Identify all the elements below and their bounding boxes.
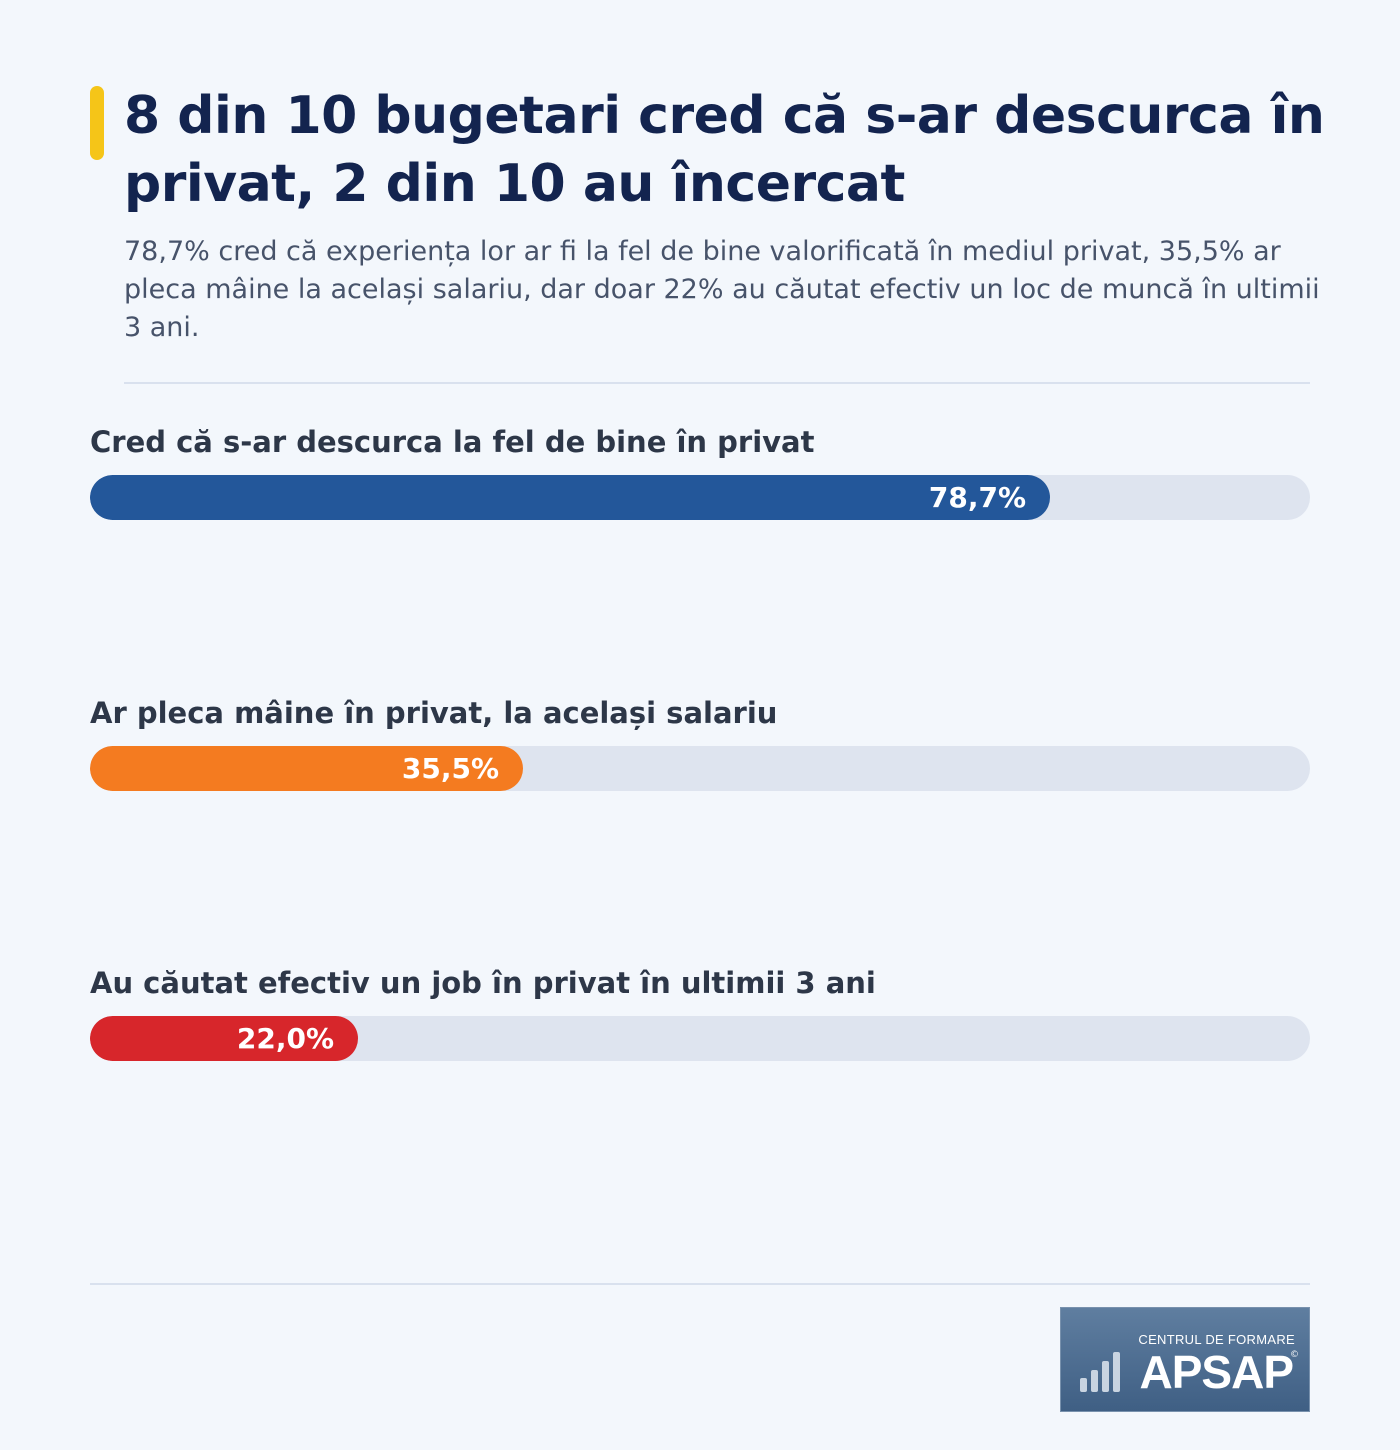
- chart-title: 8 din 10 bugetari cred că s-ar descurca …: [124, 86, 1325, 214]
- bar-value-1: 78,7%: [928, 481, 1026, 514]
- bar-chart-logo-icon: [1080, 1352, 1120, 1392]
- bar-value-2: 35,5%: [401, 752, 499, 785]
- logo-copyright: ©: [1290, 1350, 1299, 1360]
- bar-label-1: Cred că s-ar descurca la fel de bine în …: [90, 425, 815, 459]
- bar-track-3: 22,0%: [90, 1016, 1310, 1061]
- bar-fill-1: [90, 475, 1050, 520]
- bar-track-1: 78,7%: [90, 475, 1310, 520]
- bar-fill-2: [90, 746, 523, 791]
- bar-label-3: Au căutat efectiv un job în privat în ul…: [90, 966, 876, 1000]
- chart-subtitle: 78,7% cred că experiența lor ar fi la fe…: [124, 236, 1320, 343]
- bottom-divider: [90, 1283, 1310, 1285]
- logo-main-text: APSAP: [1139, 1346, 1294, 1398]
- bar-label-2: Ar pleca mâine în privat, la același sal…: [90, 696, 778, 730]
- bar-value-3: 22,0%: [236, 1022, 334, 1055]
- bar-fill-3: [90, 1016, 358, 1061]
- bar-track-2: 35,5%: [90, 746, 1310, 791]
- title-accent-bar: [90, 86, 104, 160]
- top-divider: [124, 382, 1310, 384]
- apsap-logo: CENTRUL DE FORMARE APSAP ©: [1060, 1307, 1310, 1412]
- logo-top-text: CENTRUL DE FORMARE: [1138, 1332, 1295, 1347]
